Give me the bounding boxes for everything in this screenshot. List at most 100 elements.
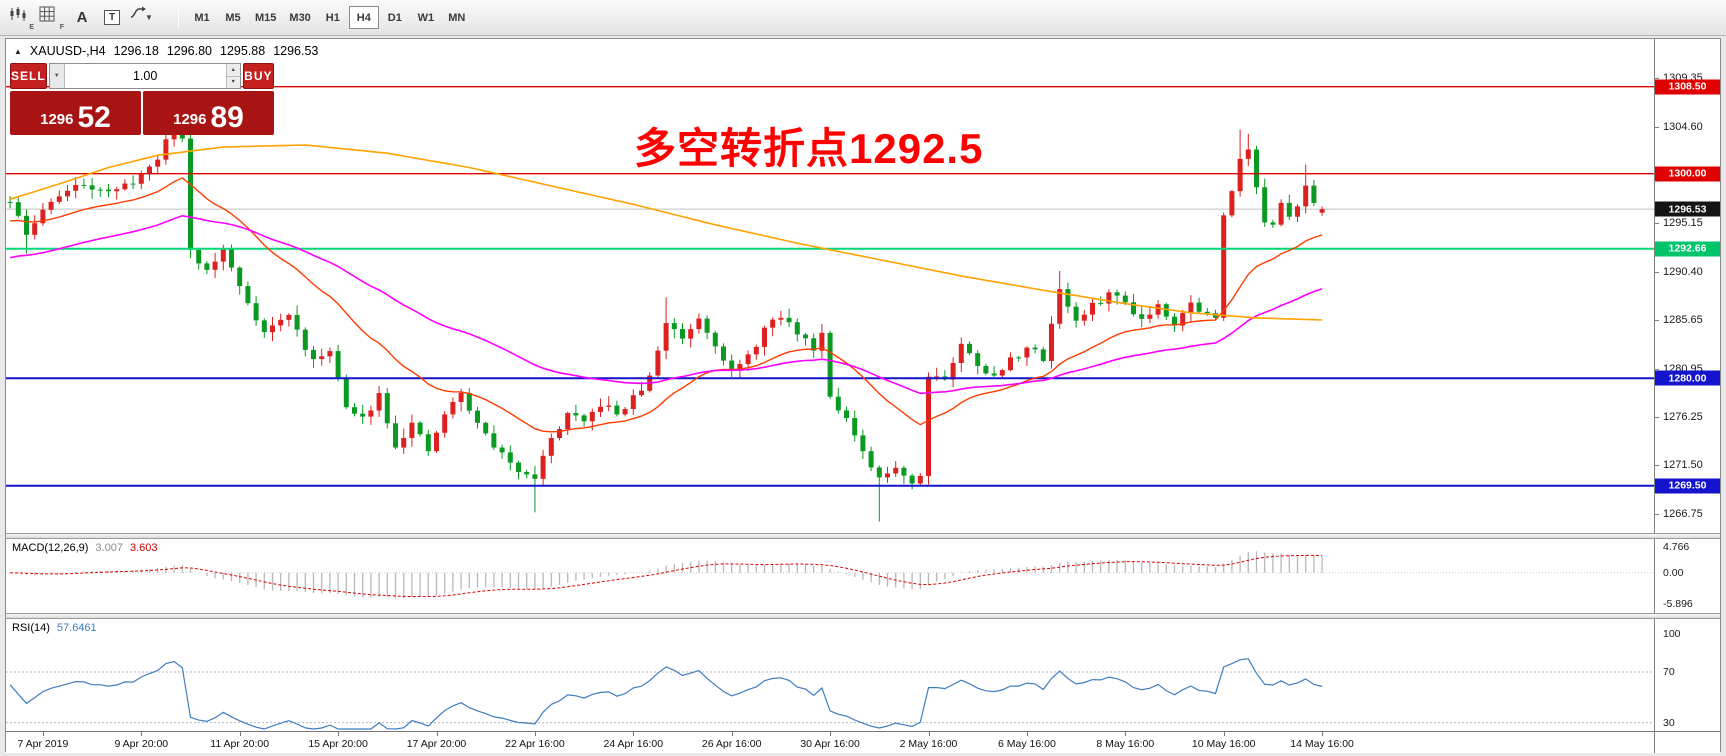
time-tick [239, 732, 241, 736]
timeframe-w1[interactable]: W1 [417, 11, 435, 24]
sell-button[interactable]: SELL [10, 63, 47, 89]
letter-a-glyph: A [76, 9, 88, 26]
price-tick-label: 1271.50 [1663, 459, 1703, 472]
buy-price-display[interactable]: 1296 89 [143, 91, 274, 135]
top-toolbar: E F A T ▼ M1 M5 M15 M30 H1 H4 D1 W1 MN [0, 0, 1726, 36]
price-tick-mark [1654, 320, 1659, 322]
chart-window: ▲ XAUUSD-,H4 1296.18 1296.80 1295.88 129… [5, 38, 1721, 753]
timeframe-mn[interactable]: MN [448, 11, 466, 24]
price-badge: 1308.50 [1655, 79, 1720, 95]
time-tick [42, 732, 44, 736]
chart-ohlc-header: ▲ XAUUSD-,H4 1296.18 1296.80 1295.88 129… [14, 44, 318, 58]
rsi-scale-label: 70 [1663, 666, 1675, 678]
chevron-down-icon: ▼ [145, 13, 153, 22]
icon-sub-e: E [29, 23, 34, 31]
time-label: 9 Apr 20:00 [114, 738, 169, 750]
time-tick [1322, 732, 1324, 736]
macd-canvas[interactable] [6, 539, 1654, 613]
panel-separator[interactable] [6, 613, 1720, 619]
text-box-tool-icon[interactable]: T [98, 5, 126, 31]
price-tick-label: 1266.75 [1663, 507, 1703, 520]
volume-dropdown-icon[interactable]: ▼ [49, 64, 65, 88]
line-style-dropdown-icon[interactable]: ▼ [128, 5, 168, 31]
symbol-label: XAUUSD-,H4 [29, 44, 106, 58]
timeframe-h4[interactable]: H4 [348, 6, 379, 29]
volume-decrease-button[interactable]: ▼ [226, 76, 240, 88]
volume-increase-button[interactable]: ▲ [226, 64, 240, 77]
buy-button[interactable]: BUY [242, 63, 274, 89]
volume-input[interactable] [64, 64, 226, 88]
time-label: 11 Apr 20:00 [210, 738, 270, 750]
sell-price-display[interactable]: 1296 52 [10, 91, 141, 135]
price-tick-label: 1304.60 [1663, 120, 1703, 133]
time-tick [436, 732, 438, 736]
time-axis[interactable]: 7 Apr 2019 9 Apr 20:00 11 Apr 20:00 15 Apr … [6, 731, 1720, 753]
timeframe-m30[interactable]: M30 [289, 11, 311, 24]
price-tick-label: 1290.40 [1663, 265, 1703, 278]
price-tick-label: 1295.15 [1663, 217, 1703, 230]
price-badge: 1296.53 [1655, 201, 1720, 217]
time-label: 26 Apr 16:00 [701, 738, 762, 750]
macd-label: MACD(12,26,9) 3.007 3.603 [12, 542, 157, 554]
price-chart-canvas[interactable] [6, 39, 1654, 533]
time-label: 17 Apr 20:00 [406, 738, 467, 750]
price-tick-label: 1285.65 [1663, 314, 1703, 327]
timeframe-m1[interactable]: M1 [194, 11, 210, 24]
price-tick-mark [1654, 223, 1659, 225]
volume-stepper[interactable]: ▼ ▲ ▼ [48, 63, 241, 89]
macd-signal-value: 3.603 [129, 542, 158, 554]
rsi-scale-label: 100 [1663, 628, 1681, 640]
macd-panel[interactable]: MACD(12,26,9) 3.007 3.603 [6, 539, 1654, 613]
price-tick-mark [1654, 465, 1659, 467]
time-tick [1223, 732, 1225, 736]
price-scale[interactable]: 1309.35 1304.60 1295.15 1290.40 1285.65 1280.… [1654, 39, 1720, 533]
macd-name: MACD(12,26,9) [12, 542, 89, 554]
icon-sub-f: F [59, 23, 64, 31]
one-click-trading-widget: SELL ▼ ▲ ▼ BUY 1296 52 1296 [10, 63, 274, 135]
chart-window-icon[interactable]: E [8, 5, 36, 31]
grid-tool-icon[interactable]: F [38, 5, 66, 31]
text-label-tool-icon[interactable]: A [68, 5, 96, 31]
rsi-scale-label: 30 [1663, 716, 1675, 729]
time-label: 30 Apr 16:00 [800, 738, 860, 750]
chart-annotation-text: 多空转折点1292.5 [634, 125, 984, 172]
volume-arrows: ▲ ▼ [225, 64, 240, 88]
macd-scale-label: 4.766 [1663, 541, 1690, 554]
timeframe-d1[interactable]: D1 [387, 11, 402, 24]
time-label: 6 May 16:00 [997, 738, 1056, 750]
macd-scale[interactable]: 4.766 0.00 -5.896 [1655, 539, 1720, 613]
high-value: 1296.80 [166, 44, 213, 58]
price-badge: 1300.00 [1655, 166, 1720, 182]
timeframe-m5[interactable]: M5 [225, 11, 241, 24]
time-tick [633, 732, 635, 736]
rsi-scale[interactable]: 100 70 30 [1655, 619, 1720, 731]
rsi-name: RSI(14) [12, 622, 50, 634]
timeframe-m15[interactable]: M15 [255, 11, 277, 24]
price-tick-mark [1654, 77, 1659, 79]
time-label: 24 Apr 16:00 [603, 738, 664, 750]
rsi-canvas[interactable] [6, 619, 1654, 731]
time-label: 8 May 16:00 [1096, 738, 1155, 750]
price-badge: 1292.66 [1655, 241, 1720, 257]
macd-scale-label: 0.00 [1663, 566, 1684, 579]
price-tick-mark [1654, 513, 1659, 515]
buy-price-base: 1296 [173, 111, 207, 128]
time-tick [534, 732, 536, 736]
time-tick [141, 732, 143, 736]
collapse-triangle-icon[interactable]: ▲ [14, 46, 22, 56]
toolbar-separator [178, 6, 179, 29]
time-tick [830, 732, 832, 736]
panel-separator[interactable] [6, 533, 1720, 539]
scale-divider-line [1654, 39, 1655, 753]
time-label: 22 Apr 16:00 [505, 738, 565, 750]
main-chart-panel[interactable]: ▲ XAUUSD-,H4 1296.18 1296.80 1295.88 129… [6, 39, 1654, 533]
timeframe-h1[interactable]: H1 [325, 11, 340, 24]
rsi-label: RSI(14) 57.6461 [12, 622, 97, 634]
sell-price-base: 1296 [40, 111, 74, 128]
buy-price-pips: 89 [210, 100, 244, 134]
rsi-panel[interactable]: RSI(14) 57.6461 [6, 619, 1654, 731]
time-label: 15 Apr 20:00 [308, 738, 368, 750]
macd-main-value: 3.007 [95, 542, 123, 554]
timeframe-group: M1 M5 M15 M30 H1 H4 D1 W1 MN [187, 6, 473, 29]
letter-t-glyph: T [104, 10, 120, 25]
